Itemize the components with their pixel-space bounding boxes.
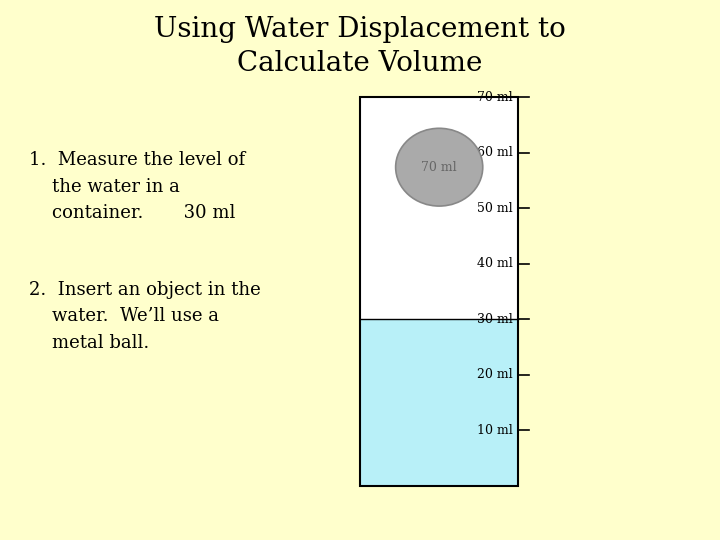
Text: 40 ml: 40 ml [477, 258, 513, 271]
Text: 70 ml: 70 ml [477, 91, 513, 104]
Text: 50 ml: 50 ml [477, 202, 513, 215]
Text: Using Water Displacement to
Calculate Volume: Using Water Displacement to Calculate Vo… [154, 16, 566, 77]
Bar [360, 97, 518, 486]
Text: 20 ml: 20 ml [477, 368, 513, 381]
Bar [360, 97, 518, 486]
Text: 1.  Measure the level of
    the water in a
    container.       30 ml: 1. Measure the level of the water in a c… [29, 151, 245, 222]
Text: 2.  Insert an object in the
    water.  We’ll use a
    metal ball.: 2. Insert an object in the water. We’ll … [29, 281, 261, 352]
Text: 10 ml: 10 ml [477, 424, 513, 437]
Ellipse shape [396, 129, 482, 206]
Text: 70 ml: 70 ml [421, 161, 457, 174]
Bar [360, 319, 518, 486]
Text: 30 ml: 30 ml [477, 313, 513, 326]
Text: 60 ml: 60 ml [477, 146, 513, 159]
